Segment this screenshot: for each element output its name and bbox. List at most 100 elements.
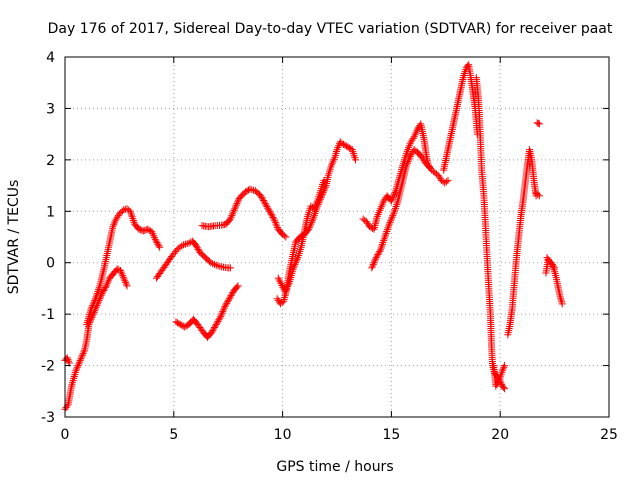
data-point: [180, 241, 188, 249]
data-point: [209, 260, 217, 268]
data-point: [409, 134, 417, 142]
data-point: [259, 195, 267, 203]
series-arc-2: [61, 265, 131, 413]
data-point: [373, 252, 381, 260]
data-point: [386, 218, 394, 226]
data-point: [87, 305, 95, 313]
data-point: [116, 266, 124, 274]
data-point: [77, 355, 85, 363]
x-axis-label: GPS time / hours: [276, 459, 393, 475]
data-point: [69, 378, 77, 386]
data-point: [393, 199, 401, 207]
series-arc-6: [198, 185, 290, 241]
data-point: [192, 242, 200, 250]
data-point: [210, 324, 218, 332]
data-point: [74, 362, 82, 370]
x-tick-label: 20: [491, 427, 509, 443]
data-point: [113, 265, 121, 273]
data-point: [173, 246, 181, 254]
data-point: [118, 270, 126, 278]
data-point: [376, 247, 384, 255]
data-point: [139, 227, 147, 235]
data-point: [406, 154, 414, 162]
data-point: [101, 283, 109, 291]
data-point: [153, 239, 161, 247]
x-tick-label: 0: [61, 427, 70, 443]
data-point: [226, 264, 234, 272]
data-point: [89, 302, 97, 310]
data-point: [374, 250, 382, 258]
data-point: [387, 217, 395, 225]
data-point: [229, 210, 237, 218]
data-point: [216, 314, 224, 322]
data-point: [351, 156, 359, 164]
data-point: [403, 161, 411, 169]
data-point: [212, 320, 220, 328]
data-point: [380, 237, 388, 245]
data-point: [268, 212, 276, 220]
y-tick-label: 1: [46, 204, 55, 220]
data-point: [172, 318, 180, 326]
data-point: [271, 217, 279, 225]
data-point: [332, 149, 340, 157]
series-arc-1: [61, 354, 73, 367]
data-point: [271, 218, 279, 226]
data-point: [550, 262, 558, 270]
series-arc-10: [368, 146, 433, 272]
data-point: [221, 302, 229, 310]
series-arc-4: [152, 237, 234, 282]
x-tick-label: 5: [169, 427, 178, 443]
data-point: [258, 193, 266, 201]
data-point: [270, 215, 278, 223]
data-point: [369, 262, 377, 270]
data-point: [80, 348, 88, 356]
data-point: [76, 358, 84, 366]
data-point: [380, 235, 388, 243]
data-point: [122, 280, 130, 288]
data-point: [120, 275, 128, 283]
data-point: [234, 282, 242, 290]
data-point: [122, 278, 130, 286]
grid: [65, 57, 609, 417]
data-point: [243, 187, 251, 195]
data-point: [100, 286, 108, 294]
data-point: [176, 243, 184, 251]
data-point: [379, 239, 387, 247]
data-point: [425, 164, 433, 172]
data-point: [289, 264, 297, 272]
series-arc-14: [504, 146, 540, 339]
data-point: [68, 380, 76, 388]
data-point: [210, 260, 218, 268]
data-point: [387, 215, 395, 223]
data-point: [69, 376, 77, 384]
data-point: [388, 213, 396, 221]
data-point: [534, 119, 542, 127]
data-point: [259, 196, 267, 204]
data-point: [193, 244, 201, 252]
data-point: [260, 198, 268, 206]
data-point: [381, 231, 389, 239]
series-arc-3: [83, 205, 164, 328]
data-point: [233, 200, 241, 208]
data-point: [214, 262, 222, 270]
data-point: [282, 285, 290, 293]
data-point: [498, 367, 506, 375]
data-point: [207, 259, 215, 267]
y-tick-label: -3: [41, 410, 55, 426]
data-point: [227, 213, 235, 221]
data-point: [75, 360, 83, 368]
data-point: [341, 141, 349, 149]
data-point: [340, 140, 348, 148]
data-point: [393, 201, 401, 209]
data-point: [220, 304, 228, 312]
series-arc-8: [274, 176, 328, 295]
data-point: [382, 229, 390, 237]
data-point: [551, 264, 559, 272]
data-point: [282, 233, 290, 241]
data-point: [210, 325, 218, 333]
data-point: [366, 223, 374, 231]
data-point: [558, 298, 566, 306]
data-point: [390, 190, 398, 198]
series-arc-15: [533, 119, 543, 128]
